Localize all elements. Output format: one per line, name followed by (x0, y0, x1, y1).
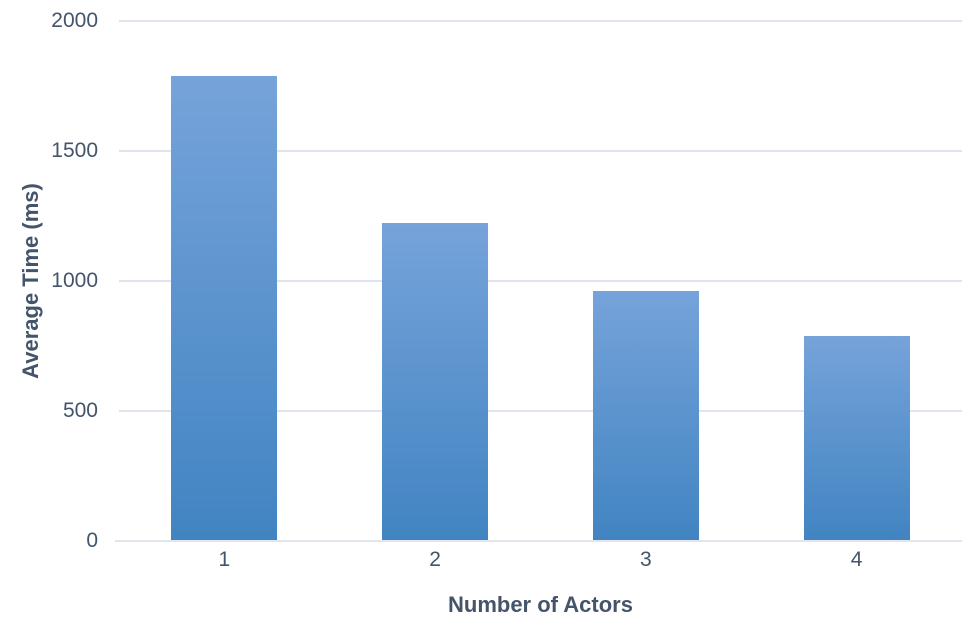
gridline-y-1000 (119, 280, 962, 282)
x-axis-title: Number of Actors (448, 592, 633, 617)
x-tick-label-3: 3 (640, 548, 652, 571)
y-tick-label-1000: 1000 (51, 269, 98, 292)
gridline-y-2000 (119, 20, 962, 22)
x-tick-label-1: 1 (218, 548, 231, 571)
gridline-y-1500 (119, 150, 962, 152)
y-tick-label-2000: 2000 (51, 9, 98, 32)
x-axis-line (115, 540, 962, 542)
y-tick-label-0: 0 (86, 529, 98, 552)
gridline-y-500 (119, 410, 962, 412)
y-axis-title: Average Time (ms) (18, 183, 43, 379)
y-tick-label-1500: 1500 (51, 139, 98, 162)
x-tick-label-4: 4 (850, 548, 863, 571)
bar-3 (592, 291, 699, 541)
plot-area (119, 20, 962, 541)
y-tick-label-500: 500 (62, 399, 98, 422)
bar-4 (803, 335, 910, 541)
bar-2 (382, 222, 489, 541)
x-tick-label-2: 2 (429, 548, 441, 571)
bar-1 (171, 75, 278, 541)
